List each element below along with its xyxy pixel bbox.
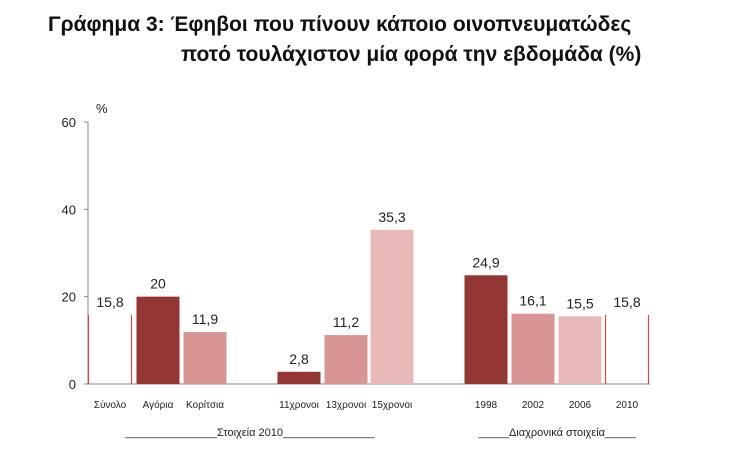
category-label: 2002 [522, 400, 545, 411]
data-labels: 15,8 20 11,9 2,8 11,2 35,3 24,9 16,1 15,5 15,8 [96, 209, 640, 367]
bar [464, 275, 508, 384]
chart-title-line-1: Γράφημα 3: Έφηβοι που πίνουν κάποιο οινο… [48, 13, 632, 36]
bar [511, 313, 555, 384]
group-label-2010: _______________Στοιχεία 2010____________… [124, 427, 375, 439]
category-label: 15χρονοι [372, 400, 412, 411]
bar [558, 316, 602, 384]
y-tick-label: 20 [62, 290, 76, 305]
y-tick-label: 60 [62, 115, 76, 130]
bar [136, 296, 180, 384]
y-tick-label: 40 [62, 202, 76, 217]
data-label: 16,1 [519, 293, 546, 309]
category-label: 13χρονοι [326, 400, 366, 411]
category-labels: Σύνολο Αγόρια Κορίτσια 11χρονοι 13χρονοι 15χρ… [94, 399, 639, 411]
data-label: 2,8 [289, 351, 309, 367]
category-label: 2010 [616, 400, 639, 411]
bar [324, 335, 368, 384]
chart-title-line-2: ποτό τουλάχιστον μία φορά την εβδομάδα (… [181, 43, 642, 66]
bar [89, 315, 132, 384]
category-label: 11χρονοι [279, 400, 319, 411]
chart-title: Γράφημα 3: Έφηβοι που πίνουν κάποιο οινο… [48, 10, 641, 70]
y-ticks: 0 20 40 60 [62, 115, 88, 392]
bars [87, 229, 650, 384]
group-label-trend: _____Διαχρονικά στοιχεία_____ [477, 427, 636, 439]
data-label: 11,2 [333, 314, 359, 330]
data-label: 15,5 [566, 295, 593, 311]
bar [606, 315, 649, 384]
category-label: Κορίτσια [186, 399, 224, 411]
category-label: Αγόρια [143, 399, 174, 411]
data-label: 35,3 [378, 209, 405, 225]
category-label: Σύνολο [94, 399, 127, 411]
y-axis-unit: % [96, 101, 108, 116]
data-label: 15,8 [96, 294, 123, 310]
data-label: 11,9 [192, 311, 218, 327]
category-label: 1998 [475, 400, 498, 411]
y-tick-label: 0 [69, 377, 76, 392]
category-label: 2006 [569, 400, 592, 411]
bar [183, 332, 227, 384]
data-label: 20 [150, 276, 166, 292]
data-label: 24,9 [472, 254, 499, 270]
bar [277, 371, 321, 384]
data-label: 15,8 [613, 294, 640, 310]
bar [370, 229, 414, 384]
